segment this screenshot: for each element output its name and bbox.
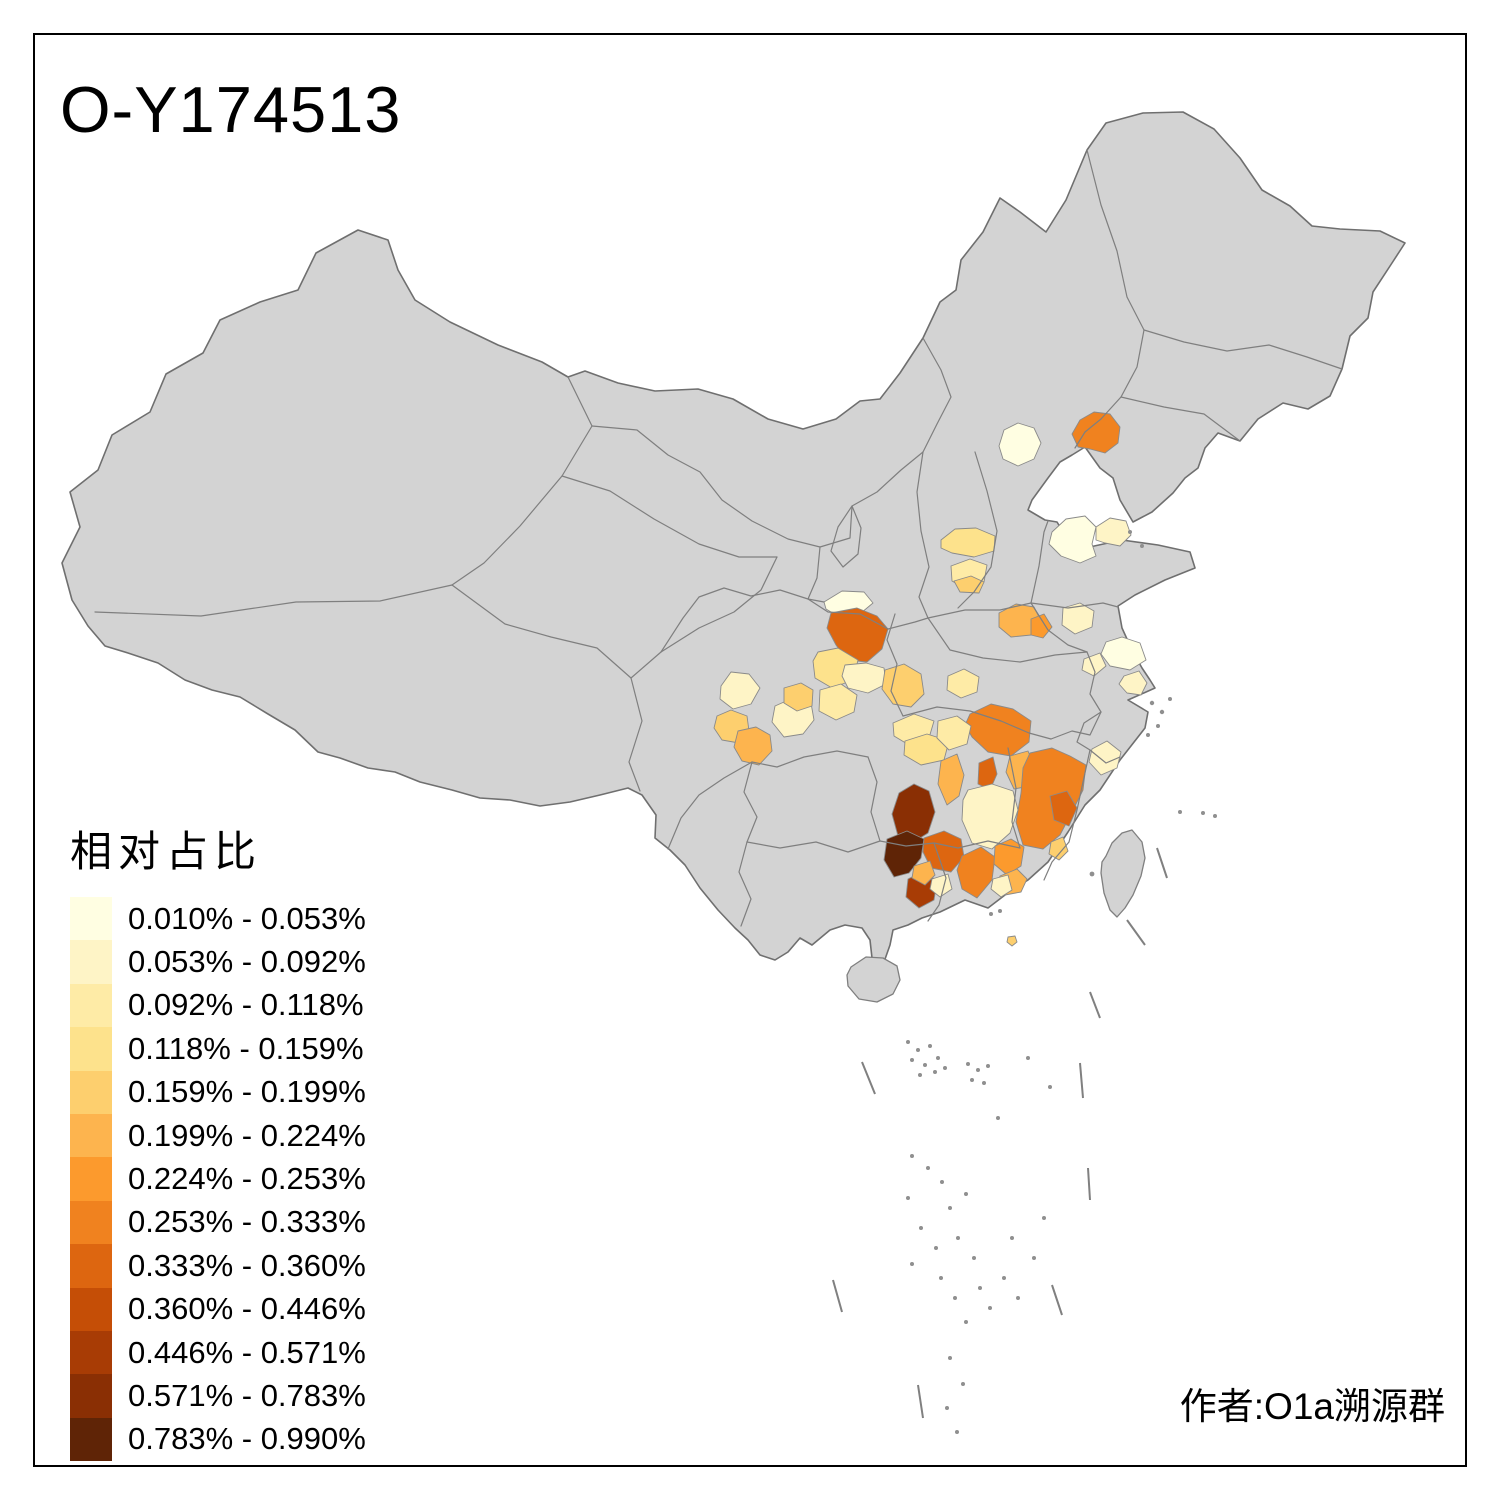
region	[719, 671, 761, 710]
legend-item: 0.159% - 0.199%	[70, 1070, 366, 1114]
region	[936, 715, 972, 751]
legend-item: 0.571% - 0.783%	[70, 1374, 366, 1418]
legend-label: 0.253% - 0.333%	[128, 1204, 366, 1240]
region	[1088, 740, 1122, 776]
china-mainland	[61, 111, 1406, 963]
legend-item: 0.224% - 0.253%	[70, 1157, 366, 1201]
region	[1006, 935, 1018, 947]
region	[1048, 836, 1069, 861]
legend-swatch	[70, 1287, 112, 1331]
taiwan-island	[1100, 829, 1146, 918]
legend-swatch	[70, 1417, 112, 1462]
region	[998, 422, 1042, 467]
legend-item: 0.199% - 0.224%	[70, 1113, 366, 1158]
legend-item: 0.092% - 0.118%	[70, 983, 366, 1028]
small-islands	[906, 530, 1217, 1434]
region	[946, 668, 980, 699]
legend-swatch	[70, 983, 112, 1028]
region	[841, 662, 887, 694]
hainan-island	[846, 956, 901, 1003]
region	[977, 756, 998, 791]
legend-label: 0.199% - 0.224%	[128, 1117, 366, 1153]
legend-item: 0.783% - 0.990%	[70, 1417, 366, 1462]
region	[891, 783, 936, 844]
attribution-text: 作者:O1a溯源群	[1179, 1386, 1445, 1427]
legend: 相对占比 0.010% - 0.053% 0.053% - 0.092% 0.0…	[70, 818, 366, 1462]
nine-dash-line	[832, 847, 1168, 1419]
legend-swatch	[70, 897, 112, 941]
legend-title: 相对占比	[70, 828, 263, 875]
region	[956, 846, 996, 899]
region	[1048, 515, 1097, 564]
legend-label: 0.224% - 0.253%	[128, 1161, 366, 1197]
legend-item: 0.446% - 0.571%	[70, 1330, 366, 1375]
region	[1100, 636, 1147, 671]
region	[1081, 652, 1107, 677]
legend-label: 0.053% - 0.092%	[128, 944, 366, 980]
region	[881, 663, 925, 708]
legend-label: 0.333% - 0.360%	[128, 1247, 366, 1283]
legend-item: 0.053% - 0.092%	[70, 940, 366, 984]
region	[1030, 613, 1053, 639]
legend-label: 0.360% - 0.446%	[128, 1291, 366, 1327]
legend-swatch	[70, 1200, 112, 1245]
region	[937, 753, 965, 806]
region	[823, 590, 874, 616]
islands-large	[846, 829, 1146, 1003]
page-title: O-Y174513	[60, 73, 402, 146]
legend-item: 0.333% - 0.360%	[70, 1244, 366, 1288]
region	[993, 838, 1025, 876]
legend-swatch	[70, 1244, 112, 1288]
region	[1095, 517, 1132, 547]
legend-swatch	[70, 940, 112, 984]
legend-label: 0.118% - 0.159%	[128, 1030, 364, 1066]
legend-item: 0.010% - 0.053%	[70, 897, 366, 941]
legend-label: 0.571% - 0.783%	[128, 1377, 366, 1413]
region	[733, 726, 773, 766]
legend-item: 0.360% - 0.446%	[70, 1287, 366, 1331]
legend-swatch	[70, 1330, 112, 1375]
legend-label: 0.446% - 0.571%	[128, 1334, 366, 1370]
region	[1118, 670, 1148, 696]
legend-item: 0.253% - 0.333%	[70, 1200, 366, 1245]
legend-label: 0.783% - 0.990%	[128, 1421, 366, 1457]
region	[1061, 602, 1095, 635]
prefecture-regions	[713, 411, 1148, 947]
region	[922, 830, 965, 873]
legend-swatch	[70, 1027, 112, 1071]
legend-item: 0.118% - 0.159%	[70, 1027, 366, 1071]
mainland-outline	[61, 111, 1406, 963]
province-borders	[94, 149, 1343, 927]
legend-swatch	[70, 1070, 112, 1114]
legend-label: 0.159% - 0.199%	[128, 1074, 366, 1110]
region	[990, 874, 1013, 898]
region	[961, 783, 1019, 850]
region	[818, 683, 858, 721]
region	[1049, 790, 1078, 827]
legend-swatch	[70, 1374, 112, 1418]
legend-swatch	[70, 1157, 112, 1201]
region	[1071, 411, 1121, 454]
region	[783, 682, 814, 712]
region	[911, 860, 936, 886]
legend-label: 0.092% - 0.118%	[128, 987, 364, 1023]
legend-swatch	[70, 1113, 112, 1158]
legend-label: 0.010% - 0.053%	[128, 900, 366, 936]
